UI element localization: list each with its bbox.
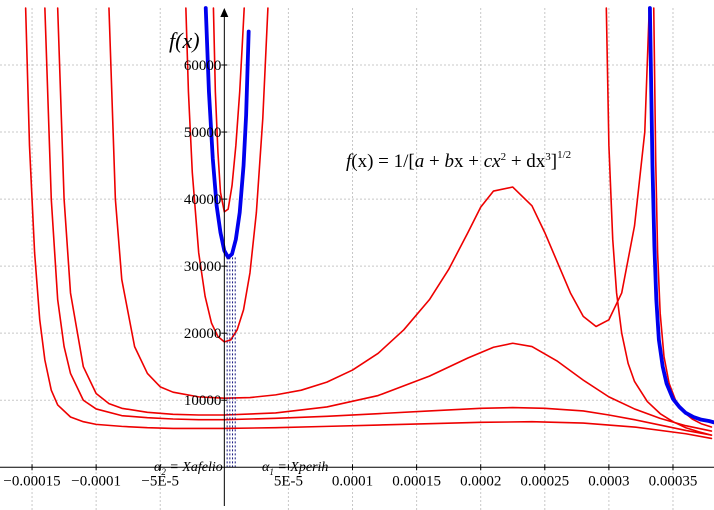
series-6-segment-0 <box>24 7 713 440</box>
formula-plus1: + <box>424 151 444 172</box>
alpha2-aphelion-label: α2 = Xafelio <box>154 460 223 477</box>
y-tick-label-0: 10000 <box>184 393 222 409</box>
formula-a: a <box>415 151 425 172</box>
formula-part3: x <box>491 151 501 172</box>
x-tick-label-5: 0.00015 <box>392 473 441 489</box>
y-tick-label-3: 40000 <box>184 192 222 208</box>
series-4-segment-0 <box>56 7 713 432</box>
formula-plus2: + dx <box>506 151 546 172</box>
y-axis-arrow <box>220 8 229 17</box>
x-tick-label-3: 5E-5 <box>274 473 303 489</box>
y-tick-label-5: 60000 <box>184 58 222 74</box>
y-axis-title: f(x) <box>169 28 200 53</box>
alpha1-symbol: α <box>262 460 270 475</box>
x-tick-label-8: 0.0003 <box>588 473 629 489</box>
formula-part2: x + <box>454 151 484 172</box>
alpha1-perihelion-label: α1 = Xperih <box>262 460 328 477</box>
y-tick-label-2: 30000 <box>184 259 222 275</box>
series-1-segment-0 <box>212 7 245 213</box>
x-tick-label-0: −0.00015 <box>3 473 60 489</box>
series-3-segment-0 <box>108 7 651 400</box>
formula-close: ] <box>551 151 557 172</box>
series-0-segment-0 <box>203 6 251 260</box>
x-tick-label-6: 0.0002 <box>460 473 501 489</box>
x-tick-label-1: −0.0001 <box>71 473 121 489</box>
x-tick-label-9: 0.00035 <box>649 473 698 489</box>
grid <box>0 8 714 510</box>
x-tick-label-2: −5E-5 <box>141 473 179 489</box>
tick-labels: −0.00015 −0.0001 −5E-5 5E-5 0.0001 0.00015 0.0… <box>3 58 697 489</box>
alpha1-text: = Xperih <box>274 460 329 475</box>
axes <box>0 8 714 506</box>
y-tick-label-1: 20000 <box>184 326 222 342</box>
y-tick-label-4: 50000 <box>184 125 222 141</box>
series-8-segment-0 <box>652 7 713 428</box>
formula-cube: 3 <box>545 151 551 163</box>
formula-part1: (x) = 1/[ <box>351 151 414 172</box>
series-5-segment-0 <box>44 7 713 436</box>
perihelion-aphelion-markers <box>226 257 236 470</box>
series-0-segment-1 <box>648 6 714 425</box>
formula-power: 1/2 <box>557 149 571 161</box>
formula-label: f(x) = 1/[a + bx + cx2 + dx3]1/2 <box>346 149 571 172</box>
formula-b: b <box>444 151 454 172</box>
alpha2-text: = Xafelio <box>166 460 223 475</box>
alpha1-sub: 1 <box>269 467 274 477</box>
alpha2-symbol: α <box>154 460 162 475</box>
x-tick-label-4: 0.0001 <box>332 473 373 489</box>
formula-c: c <box>484 151 493 172</box>
alpha2-sub: 2 <box>161 467 166 477</box>
formula-f: f <box>346 151 354 172</box>
formula-square: 2 <box>501 151 507 163</box>
curves <box>24 6 714 440</box>
x-tick-label-7: 0.00025 <box>520 473 569 489</box>
series-7-segment-0 <box>605 7 713 436</box>
